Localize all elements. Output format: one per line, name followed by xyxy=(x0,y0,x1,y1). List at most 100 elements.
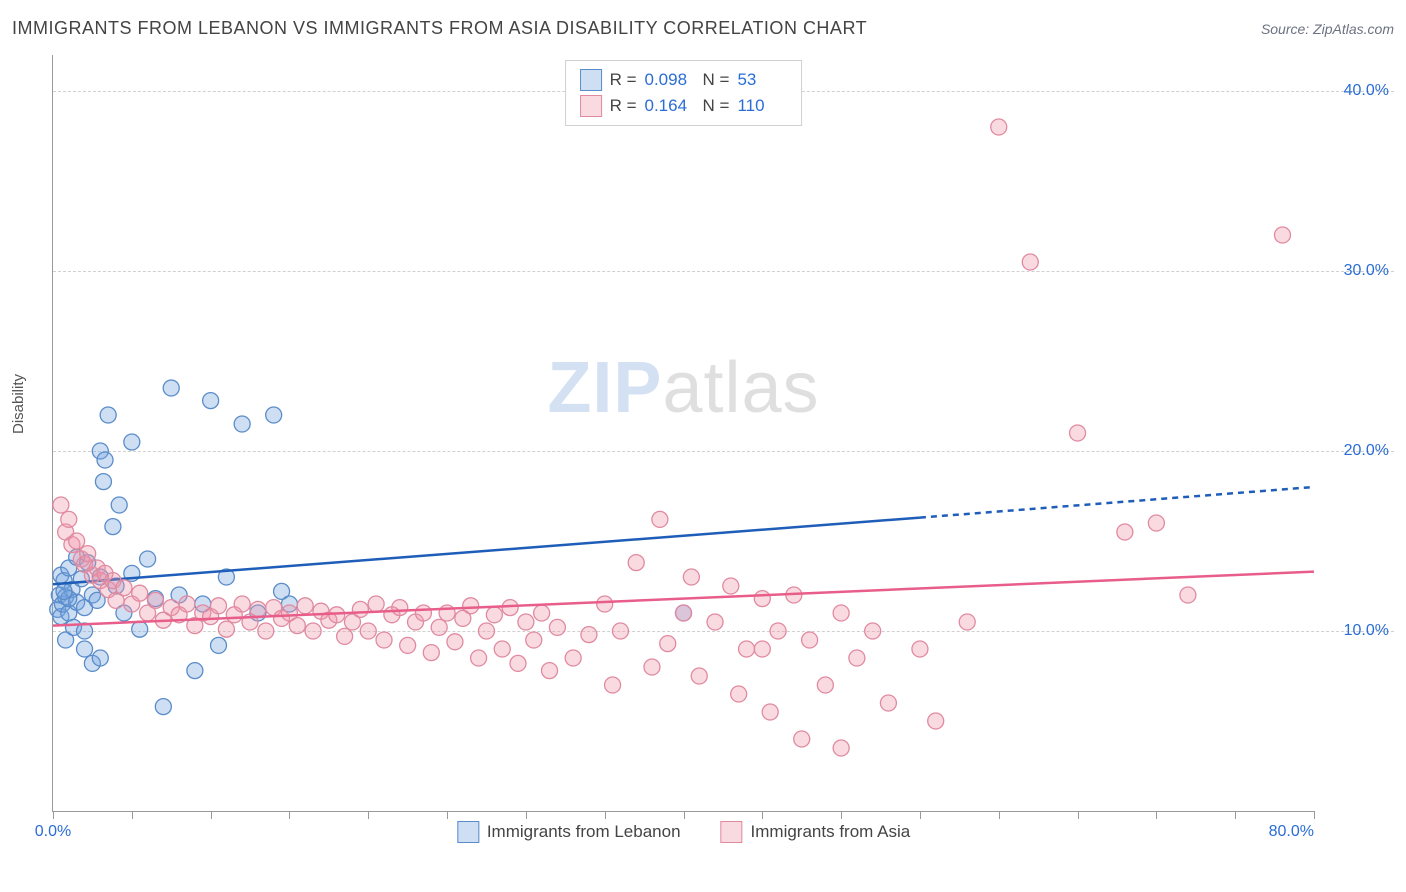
scatter-point-asia xyxy=(817,677,833,693)
scatter-point-asia xyxy=(833,605,849,621)
scatter-point-asia xyxy=(376,632,392,648)
scatter-point-asia xyxy=(234,596,250,612)
scatter-point-asia xyxy=(305,623,321,639)
scatter-point-asia xyxy=(447,634,463,650)
scatter-point-asia xyxy=(526,632,542,648)
scatter-point-lebanon xyxy=(56,583,72,599)
scatter-point-asia xyxy=(463,598,479,614)
scatter-point-asia xyxy=(179,596,195,612)
scatter-point-asia xyxy=(628,555,644,571)
scatter-point-asia xyxy=(612,623,628,639)
x-tick xyxy=(999,811,1000,819)
scatter-point-lebanon xyxy=(92,650,108,666)
scatter-point-asia xyxy=(211,598,227,614)
scatter-point-lebanon xyxy=(105,519,121,535)
scatter-point-asia xyxy=(754,641,770,657)
scatter-point-asia xyxy=(471,650,487,666)
r-value-asia: 0.164 xyxy=(645,96,695,116)
scatter-point-lebanon xyxy=(211,637,227,653)
x-tick-label: 0.0% xyxy=(35,823,71,841)
stats-legend-row-lebanon: R = 0.098 N = 53 xyxy=(580,67,788,93)
r-label: R = xyxy=(610,70,637,90)
scatter-point-asia xyxy=(415,605,431,621)
scatter-point-asia xyxy=(534,605,550,621)
plot-area: ZIPatlas R = 0.098 N = 53 R = 0.164 N = … xyxy=(52,55,1314,812)
scatter-point-lebanon xyxy=(95,474,111,490)
x-tick-label: 80.0% xyxy=(1269,823,1314,841)
scatter-point-asia xyxy=(258,623,274,639)
scatter-point-lebanon xyxy=(155,699,171,715)
scatter-point-asia xyxy=(959,614,975,630)
scatter-point-lebanon xyxy=(97,452,113,468)
scatter-point-asia xyxy=(605,677,621,693)
scatter-point-asia xyxy=(289,618,305,634)
scatter-point-asia xyxy=(1180,587,1196,603)
scatter-point-asia xyxy=(660,636,676,652)
source-name: ZipAtlas.com xyxy=(1313,21,1394,37)
scatter-point-asia xyxy=(565,650,581,666)
legend-swatch-asia xyxy=(580,95,602,117)
scatter-point-lebanon xyxy=(163,380,179,396)
scatter-point-asia xyxy=(833,740,849,756)
x-tick xyxy=(841,811,842,819)
x-tick xyxy=(1314,811,1315,819)
scatter-point-asia xyxy=(1274,227,1290,243)
scatter-point-asia xyxy=(423,645,439,661)
x-tick xyxy=(289,811,290,819)
scatter-point-lebanon xyxy=(234,416,250,432)
scatter-point-asia xyxy=(849,650,865,666)
scatter-point-asia xyxy=(1117,524,1133,540)
legend-swatch-asia-icon xyxy=(721,821,743,843)
y-tick-label: 30.0% xyxy=(1319,262,1389,280)
x-tick xyxy=(211,811,212,819)
scatter-point-asia xyxy=(53,497,69,513)
n-label: N = xyxy=(703,96,730,116)
scatter-point-asia xyxy=(494,641,510,657)
scatter-point-asia xyxy=(549,619,565,635)
scatter-point-asia xyxy=(581,627,597,643)
scatter-point-asia xyxy=(542,663,558,679)
scatter-point-asia xyxy=(360,623,376,639)
scatter-point-asia xyxy=(644,659,660,675)
scatter-point-lebanon xyxy=(111,497,127,513)
x-tick xyxy=(1235,811,1236,819)
scatter-plot-svg xyxy=(53,55,1314,811)
scatter-point-asia xyxy=(1022,254,1038,270)
scatter-point-asia xyxy=(762,704,778,720)
x-tick xyxy=(605,811,606,819)
scatter-point-asia xyxy=(510,655,526,671)
scatter-point-asia xyxy=(132,585,148,601)
trendline-extension-lebanon xyxy=(920,487,1314,518)
scatter-point-asia xyxy=(739,641,755,657)
scatter-point-lebanon xyxy=(187,663,203,679)
scatter-point-asia xyxy=(431,619,447,635)
x-tick xyxy=(53,811,54,819)
y-tick-label: 20.0% xyxy=(1319,442,1389,460)
n-value-asia: 110 xyxy=(737,96,787,116)
scatter-point-lebanon xyxy=(203,393,219,409)
scatter-point-asia xyxy=(486,607,502,623)
trendline-lebanon xyxy=(53,518,920,585)
scatter-point-asia xyxy=(61,511,77,527)
scatter-point-asia xyxy=(912,641,928,657)
n-label: N = xyxy=(703,70,730,90)
scatter-point-lebanon xyxy=(266,407,282,423)
scatter-point-lebanon xyxy=(124,434,140,450)
x-tick xyxy=(1078,811,1079,819)
x-tick xyxy=(368,811,369,819)
scatter-point-asia xyxy=(250,601,266,617)
x-tick xyxy=(447,811,448,819)
stats-legend: R = 0.098 N = 53 R = 0.164 N = 110 xyxy=(565,60,803,126)
scatter-point-asia xyxy=(352,601,368,617)
scatter-point-asia xyxy=(218,621,234,637)
x-tick xyxy=(132,811,133,819)
scatter-point-asia xyxy=(683,569,699,585)
scatter-point-asia xyxy=(337,628,353,644)
chart-container: Disability ZIPatlas R = 0.098 N = 53 R =… xyxy=(12,55,1394,872)
scatter-point-asia xyxy=(928,713,944,729)
x-tick xyxy=(762,811,763,819)
legend-swatch-lebanon-icon xyxy=(457,821,479,843)
scatter-point-asia xyxy=(147,592,163,608)
r-value-lebanon: 0.098 xyxy=(645,70,695,90)
scatter-point-asia xyxy=(597,596,613,612)
